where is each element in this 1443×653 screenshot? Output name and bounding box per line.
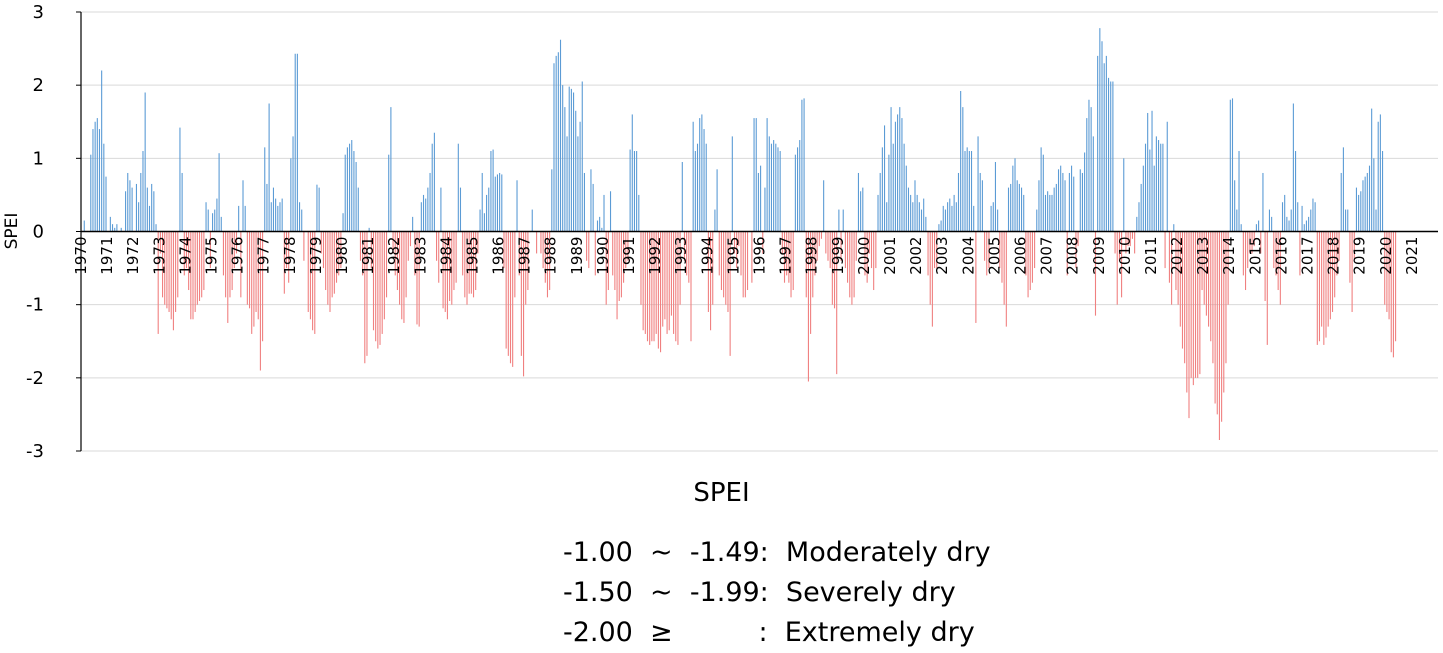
x-tick-label: 1987 [516, 237, 534, 275]
x-tick-label: 2011 [1142, 237, 1160, 275]
x-tick-label: 1972 [124, 237, 142, 275]
x-tick-label: 1973 [150, 237, 168, 275]
gridlines [81, 11, 1438, 452]
x-tick-label: 1981 [359, 237, 377, 275]
x-tick-label: 1991 [620, 237, 638, 275]
x-tick-label: 1994 [698, 237, 716, 275]
y-tick-label: -2 [26, 368, 44, 389]
x-tick-label: 2007 [1038, 237, 1056, 275]
x-tick-label: 2017 [1299, 237, 1317, 275]
x-tick-label: 1993 [672, 237, 690, 275]
axes [76, 11, 1438, 452]
y-tick-label: 0 [33, 222, 44, 243]
x-tick-label: 2003 [933, 237, 951, 275]
x-tick-label: 2002 [907, 237, 925, 275]
x-tick-label: 2019 [1351, 237, 1369, 275]
x-tick-label: 1996 [751, 237, 769, 275]
x-tick-label: 1990 [594, 237, 612, 275]
x-tick-label: 2013 [1194, 237, 1212, 275]
y-tick-labels: 3 2 1 0 -1 -2 -3 [26, 2, 44, 462]
legend-severely-dry: -1.50 ~ -1.99: Severely dry [563, 577, 956, 608]
x-tick-label: 1986 [490, 237, 508, 275]
x-tick-label: 1976 [229, 236, 247, 274]
x-tick-label: 1971 [98, 237, 116, 275]
x-tick-label: 1992 [646, 237, 664, 275]
x-tick-label: 1983 [411, 237, 429, 275]
x-tick-label: 1988 [542, 237, 560, 275]
x-tick-label: 1980 [333, 237, 351, 275]
x-tick-label: 2021 [1403, 237, 1421, 275]
x-tick-label: 2012 [1168, 237, 1186, 275]
y-tick-label: -3 [26, 441, 44, 462]
y-tick-label: 3 [33, 2, 44, 23]
x-tick-label: 1982 [385, 237, 403, 275]
x-tick-label: 2001 [881, 237, 899, 275]
legend: -1.00 ~ -1.49: Moderately dry -1.50 ~ -1… [563, 533, 991, 653]
legend-title: SPEI [693, 478, 750, 508]
x-tick-label: 1984 [437, 237, 455, 275]
x-tick-label: 1970 [72, 237, 90, 275]
x-tick-label: 1997 [777, 237, 795, 275]
y-tick-label: -1 [26, 295, 44, 316]
x-tick-label: 2020 [1377, 237, 1395, 275]
x-tick-label: 2000 [855, 237, 873, 275]
x-tick-label: 1989 [568, 237, 586, 275]
x-tick-label: 2015 [1246, 237, 1264, 275]
y-tick-label: 2 [33, 75, 44, 96]
legend-extremely-dry: -2.00 ≥ : Extremely dry [563, 617, 975, 648]
x-tick-label: 1977 [255, 237, 273, 275]
x-tick-label: 2010 [1116, 237, 1134, 275]
legend-moderately-dry: -1.00 ~ -1.49: Moderately dry [563, 537, 991, 568]
x-tick-label: 2016 [1272, 237, 1290, 275]
x-tick-label: 1995 [724, 237, 742, 275]
x-tick-label: 1985 [463, 237, 481, 275]
y-axis-label: SPEI [2, 213, 22, 250]
x-tick-labels: 1970 1971 1972 1973 1974 1975 1976 1977 1978 1979… [72, 236, 1421, 274]
x-tick-label: 1978 [281, 237, 299, 275]
y-tick-label: 1 [33, 148, 44, 169]
x-tick-label: 2014 [1220, 237, 1238, 275]
x-tick-label: 1979 [307, 237, 325, 275]
x-tick-label: 2008 [1064, 237, 1082, 275]
x-tick-label: 1999 [829, 237, 847, 275]
bars [83, 28, 1397, 441]
x-tick-label: 2009 [1090, 237, 1108, 275]
x-tick-label: 2005 [985, 237, 1003, 275]
x-tick-label: 1975 [202, 237, 220, 275]
x-tick-label: 1974 [176, 237, 194, 275]
x-tick-label: 1998 [803, 237, 821, 275]
x-tick-label: 2004 [959, 237, 977, 275]
x-tick-label: 2018 [1325, 237, 1343, 275]
x-tick-label: 2006 [1011, 237, 1029, 275]
